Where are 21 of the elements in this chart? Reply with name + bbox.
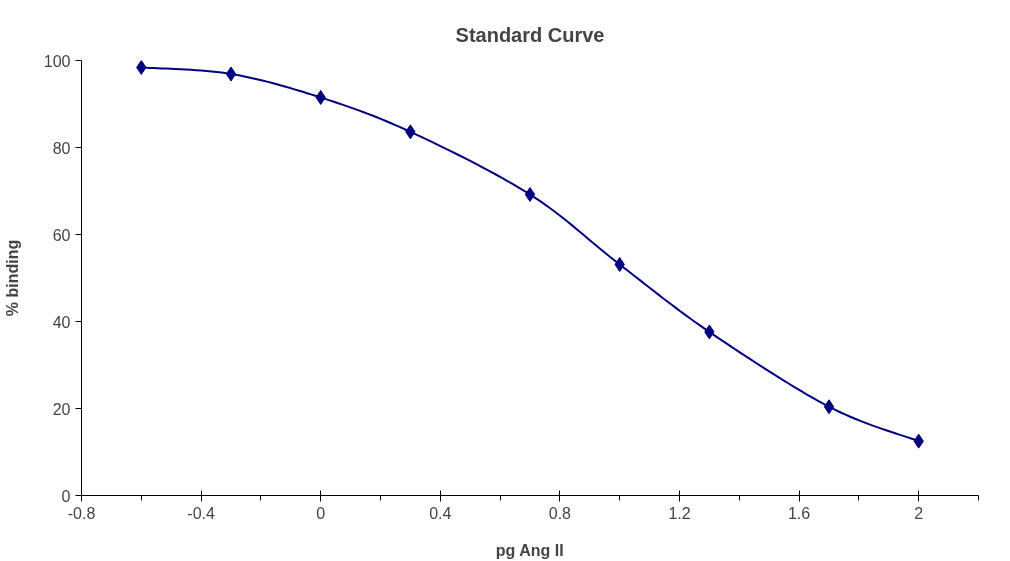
x-tick-label: 2 — [914, 504, 924, 522]
x-tick-label: 1.2 — [668, 504, 691, 522]
x-tick-label: 1.6 — [787, 504, 811, 522]
point — [136, 60, 147, 75]
x-tick-label: -0.4 — [187, 504, 215, 522]
y-tick-label: 20 — [52, 400, 71, 418]
y-tick-label: 100 — [43, 52, 71, 70]
y-axis-title: % binding — [3, 239, 21, 317]
y-tick-label: 0 — [61, 487, 71, 505]
y-tick-label: 40 — [52, 313, 71, 331]
chart-title: Standard Curve — [455, 23, 605, 46]
x-tick-label: 0.4 — [429, 504, 452, 522]
y-tick-label: 60 — [52, 226, 71, 244]
x-tick-label: 0.8 — [548, 504, 572, 522]
point — [225, 66, 237, 82]
x-tick-label: 0 — [316, 504, 326, 522]
point — [524, 186, 536, 202]
x-axis-title: pg Ang II — [495, 541, 564, 559]
point — [823, 399, 835, 415]
y-tick-label: 80 — [52, 139, 71, 157]
x-tick-label: -0.8 — [67, 504, 96, 522]
